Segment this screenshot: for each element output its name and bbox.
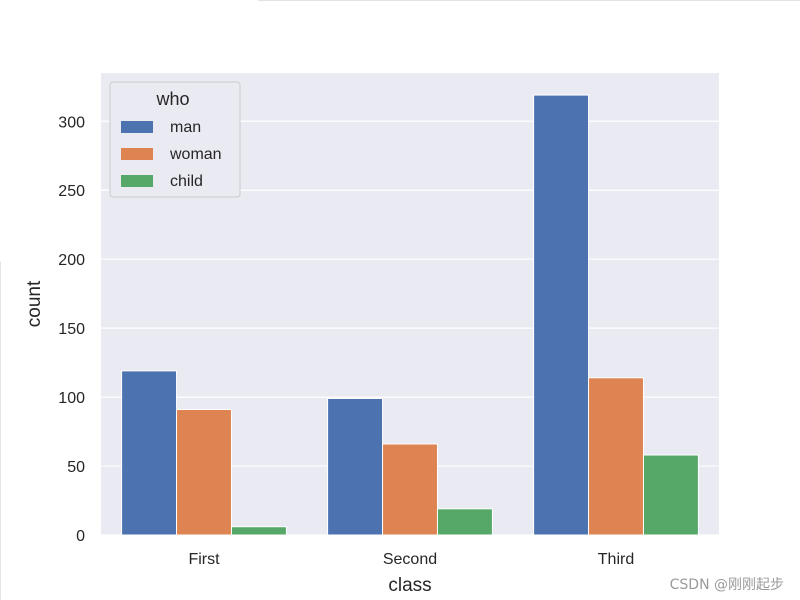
legend-title: who: [155, 89, 189, 109]
x-axis-label: class: [388, 575, 431, 596]
y-tick-label: 100: [58, 390, 85, 407]
watermark: CSDN @刚刚起步: [669, 577, 784, 593]
bar-woman-second: [382, 443, 438, 536]
legend-swatch-child: [121, 175, 153, 187]
y-axis-label: count: [24, 280, 45, 327]
bar-woman-first: [176, 409, 232, 536]
legend-swatch-woman: [121, 148, 153, 160]
y-tick-label: 0: [76, 528, 85, 545]
bar-man-first: [121, 370, 178, 536]
y-tick-label: 150: [58, 321, 85, 338]
top-border-line: [258, 0, 800, 1]
legend-label-child: child: [170, 173, 203, 190]
legend-swatch-man: [121, 121, 153, 133]
y-tick-label: 200: [58, 252, 85, 269]
bar-child-second: [436, 508, 493, 536]
y-tick-label: 300: [58, 114, 85, 131]
x-tick-label: First: [188, 551, 220, 568]
bar-man-third: [533, 94, 590, 536]
legend-label-woman: woman: [169, 146, 222, 163]
x-tick-labels: First Second Third: [188, 551, 634, 568]
left-border-line: [0, 262, 1, 600]
bars: [121, 94, 699, 536]
bar-woman-third: [588, 377, 644, 536]
legend-box: [109, 81, 241, 198]
y-tick-label: 50: [67, 459, 85, 476]
x-tick-label: Second: [383, 551, 437, 568]
bar-child-first: [230, 526, 287, 536]
bar-child-third: [642, 454, 699, 536]
legend-label-man: man: [170, 119, 201, 136]
legend: who man woman child: [109, 81, 241, 198]
x-tick-label: Third: [598, 551, 634, 568]
y-tick-labels: 0 50 100 150 200 250 300: [58, 114, 85, 545]
bar-man-second: [327, 397, 384, 536]
y-tick-label: 250: [58, 183, 85, 200]
